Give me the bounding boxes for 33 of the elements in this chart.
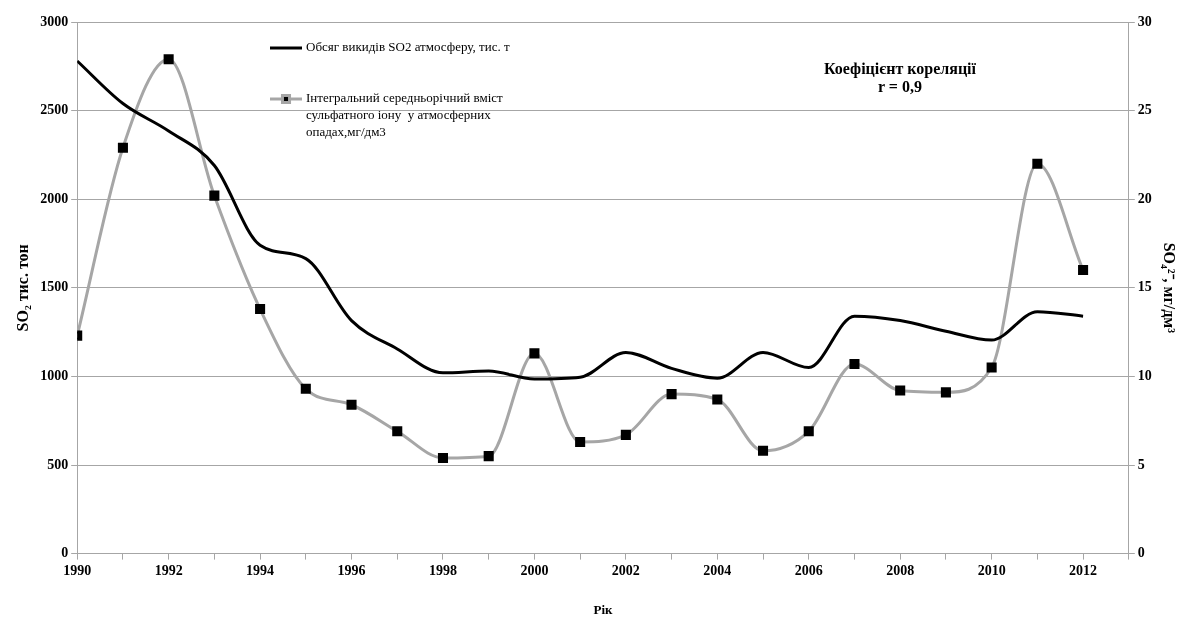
x-tick-label: 2006 <box>794 562 823 578</box>
y2-tick-label: 25 <box>1137 102 1152 118</box>
x-tick-label: 2012 <box>1069 562 1098 578</box>
x-tick-label: 1996 <box>337 562 366 578</box>
y-tick-label: 2000 <box>40 190 69 206</box>
y2-tick-label: 10 <box>1137 368 1152 384</box>
y2-tick-label: 20 <box>1137 190 1152 206</box>
x-tick-label: 2010 <box>977 562 1006 578</box>
x-axis-title: Рік <box>593 601 614 617</box>
legend-label: Інтегральний середньорічний вміст сульфатного іону у атмосферних опадах,мг/дм3 <box>306 90 504 140</box>
y-axis-title: SO₂ тис. тон <box>13 244 31 332</box>
line-series <box>77 59 1085 381</box>
x-tick-label: 1990 <box>63 562 92 578</box>
y-tick-label: 2500 <box>40 102 69 118</box>
x-tick-label: 2000 <box>520 562 549 578</box>
y-tick-label: 1000 <box>40 368 69 384</box>
y2-tick-label: 0 <box>1137 545 1145 561</box>
y2-tick-label: 15 <box>1137 279 1152 295</box>
x-tick-label: 2008 <box>886 562 915 578</box>
x-tick-label: 1992 <box>154 562 183 578</box>
y-tick-label: 500 <box>47 456 69 472</box>
annotation: Коефіцієнт кореляції r = 0,9 <box>823 60 977 96</box>
legend-label: Обсяг викидів SO2 атмосферу, тис. т <box>306 39 510 55</box>
x-tick-label: 2004 <box>703 562 732 578</box>
x-tick-label: 1994 <box>246 562 275 578</box>
y-tick-label: 0 <box>61 545 69 561</box>
y-tick-label: 3000 <box>40 13 69 29</box>
y2-tick-label: 30 <box>1137 13 1152 29</box>
x-tick-label: 2002 <box>611 562 640 578</box>
y2-tick-label: 5 <box>1137 456 1145 472</box>
y-tick-label: 1500 <box>40 279 69 295</box>
x-tick-label: 1998 <box>428 562 457 578</box>
y2-axis-title: SO₄²⁻, мг/дм³ <box>1161 242 1179 334</box>
